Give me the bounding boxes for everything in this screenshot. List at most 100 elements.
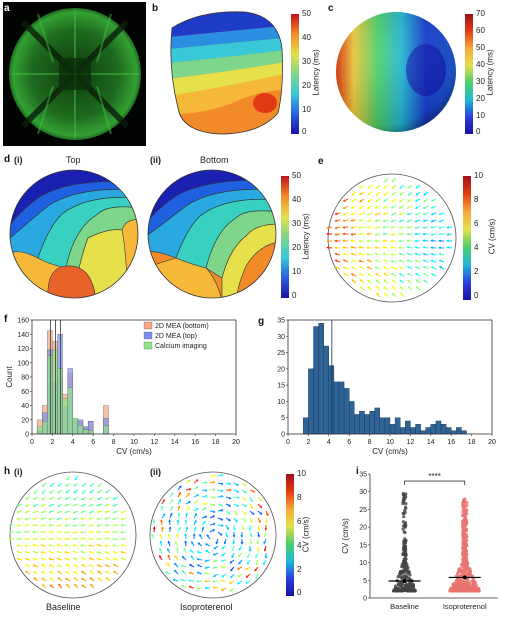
data-point (466, 573, 469, 576)
data-point (468, 589, 471, 592)
panel-h-caption-baseline: Baseline (46, 602, 81, 612)
colorbar-b (291, 14, 299, 134)
data-point (464, 552, 467, 555)
histogram-bar (68, 388, 73, 434)
data-point (464, 511, 467, 514)
y-axis-label: CV (cm/s) (341, 518, 350, 554)
y-tick-label: 0 (25, 432, 29, 439)
histogram-bar (410, 427, 415, 434)
colorbar-c-tick: 40 (476, 60, 485, 69)
histogram-bar (385, 418, 390, 434)
data-point (404, 507, 407, 510)
y-tick-label: 35 (359, 472, 367, 479)
data-point (402, 492, 405, 495)
histogram-bar (73, 418, 78, 434)
y-tick-label: 5 (281, 415, 285, 422)
data-point (465, 529, 468, 532)
colorbar-e (463, 176, 471, 300)
significance-bracket (405, 481, 465, 485)
colorbar-d-tick: 0 (292, 291, 296, 300)
data-point (461, 564, 464, 567)
colorbar-e-tick: 4 (474, 243, 478, 252)
colorbar-b-tick: 40 (302, 33, 311, 42)
data-point (408, 571, 411, 574)
data-point (404, 548, 407, 551)
data-point (463, 569, 466, 572)
panel-label-c: c (328, 3, 334, 14)
legend-label: 2D MEA (top) (155, 333, 197, 340)
y-tick-label: 20 (21, 417, 29, 424)
sphere-svg (334, 10, 459, 135)
data-point (393, 588, 396, 591)
data-point (465, 557, 468, 560)
y-tick-label: 10 (277, 399, 285, 406)
latency-map-top-svg (8, 168, 140, 300)
y-tick-label: 20 (359, 525, 367, 532)
colorbar-c-title: Latency (ms) (486, 33, 495, 113)
y-tick-label: 80 (21, 375, 29, 382)
data-point (463, 581, 466, 584)
y-tick-label: 160 (17, 318, 29, 325)
data-point (463, 543, 466, 546)
histogram-bar (370, 411, 375, 434)
histogram-bar (431, 424, 436, 434)
y-tick-label: 40 (21, 403, 29, 410)
data-point (456, 571, 459, 574)
colorbar-b-tick: 30 (302, 57, 311, 66)
data-point (461, 589, 464, 592)
colorbar-d-tick: 50 (292, 171, 301, 180)
vector-field-e-svg (326, 172, 458, 304)
colorbar-d-tick: 40 (292, 195, 301, 204)
y-axis-label: Count (5, 366, 14, 388)
data-point (398, 589, 401, 592)
histogram-bar (421, 431, 426, 434)
vector-field-boundary (10, 472, 136, 598)
histogram-bar (42, 421, 47, 434)
panel-d-title-top: Top (66, 155, 81, 165)
histogram-bar (405, 421, 410, 434)
panel-d-map-bottom (146, 168, 278, 300)
colorbar-e-tick: 0 (474, 291, 478, 300)
colorbar-e-tick: 2 (474, 267, 478, 276)
data-point (474, 589, 477, 592)
histogram-bar (334, 382, 339, 434)
data-point (462, 540, 465, 543)
y-tick-label: 0 (363, 596, 367, 603)
y-tick-label: 120 (17, 346, 29, 353)
y-tick-label: 20 (277, 366, 285, 373)
colorbar-d-title: Latency (ms) (302, 197, 311, 277)
data-point (462, 506, 465, 509)
colorbar-b-tick: 20 (302, 81, 311, 90)
colorbar-c-tick: 10 (476, 111, 485, 120)
data-point (457, 583, 460, 586)
data-point (458, 587, 461, 590)
x-tick-label: 16 (447, 439, 455, 446)
panel-d-title-bottom: Bottom (200, 155, 229, 165)
data-point (449, 589, 452, 592)
fluorescence-svg (3, 2, 146, 146)
data-point (402, 512, 405, 515)
data-point (396, 575, 399, 578)
latency-map-b-svg (160, 8, 285, 136)
data-point (397, 583, 400, 586)
data-point (405, 586, 408, 589)
data-point (468, 567, 471, 570)
colorbar-h-tick: 2 (297, 565, 301, 574)
histogram-bar (58, 368, 63, 434)
panel-h-caption-iso: Isoproterenol (180, 602, 233, 612)
colorbar-b-tick: 10 (302, 105, 311, 114)
y-tick-label: 10 (359, 560, 367, 567)
x-tick-label: 8 (368, 439, 372, 446)
data-point (403, 522, 406, 525)
histogram-bar (319, 323, 324, 434)
colorbar-h-tick: 10 (297, 469, 306, 478)
category-label: Isoproterenol (443, 602, 487, 611)
colorbar-c (465, 14, 473, 134)
histogram-bar (400, 427, 405, 434)
data-point (472, 579, 475, 582)
y-tick-label: 5 (363, 578, 367, 585)
colorbar-e-title: CV (cm/s) (488, 197, 497, 277)
mean-marker (463, 575, 467, 579)
colorbar-c-tick: 30 (476, 77, 485, 86)
